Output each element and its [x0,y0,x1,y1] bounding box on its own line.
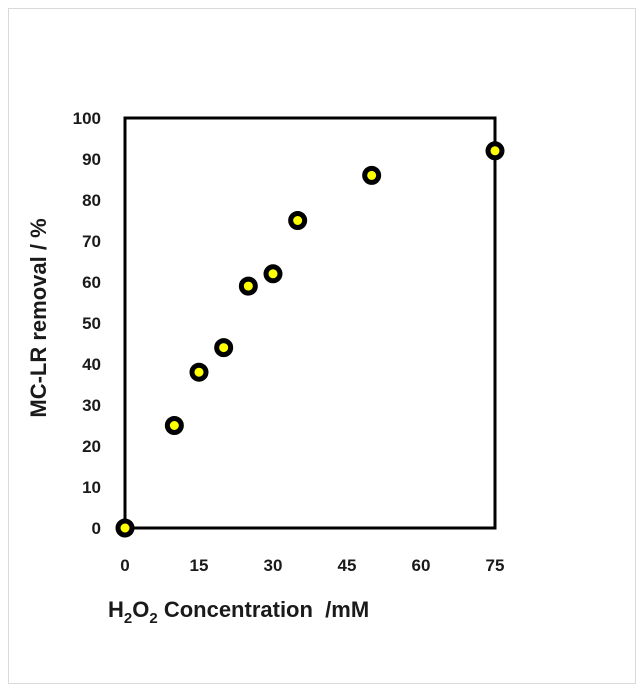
data-point [362,165,382,185]
y-tick-label: 20 [82,437,101,456]
x-tick-label: 0 [120,556,129,575]
data-point [263,264,283,284]
y-tick-label: 100 [73,109,101,128]
y-tick-label: 50 [82,314,101,333]
x-tick-label: 30 [264,556,283,575]
x-tick-label: 15 [190,556,209,575]
data-point [115,518,135,538]
y-tick-labels: 0 10 20 30 40 50 60 70 80 90 100 [73,109,101,538]
x-axis-title-o: O [132,597,149,622]
y-tick-label: 10 [82,478,101,497]
y-tick-label: 60 [82,273,101,292]
data-point [164,416,184,435]
x-tick-label: 60 [412,556,431,575]
data-point [214,338,234,358]
x-tick-label: 45 [338,556,357,575]
x-axis-title-h: H [108,597,124,622]
y-tick-label: 70 [82,232,101,251]
y-tick-label: 90 [82,150,101,169]
y-tick-label: 30 [82,396,101,415]
y-tick-label: 40 [82,355,101,374]
data-point [238,276,258,296]
data-point [485,141,505,161]
x-tick-labels: 0 15 30 45 60 75 [120,556,504,575]
y-tick-label: 0 [92,519,101,538]
x-axis-title-sub2: 2 [149,610,157,627]
x-axis-title-sub1: 2 [124,610,132,627]
y-axis-title: MC-LR removal / % [26,218,51,417]
plot-area [123,116,497,530]
x-axis-title-rest: Concentration /mM [158,597,369,622]
data-points [115,141,505,538]
y-tick-label: 80 [82,191,101,210]
data-point [189,362,209,382]
x-tick-label: 75 [486,556,505,575]
data-point [288,211,308,230]
x-axis-title: H2O2 Concentration /mM [108,597,369,627]
